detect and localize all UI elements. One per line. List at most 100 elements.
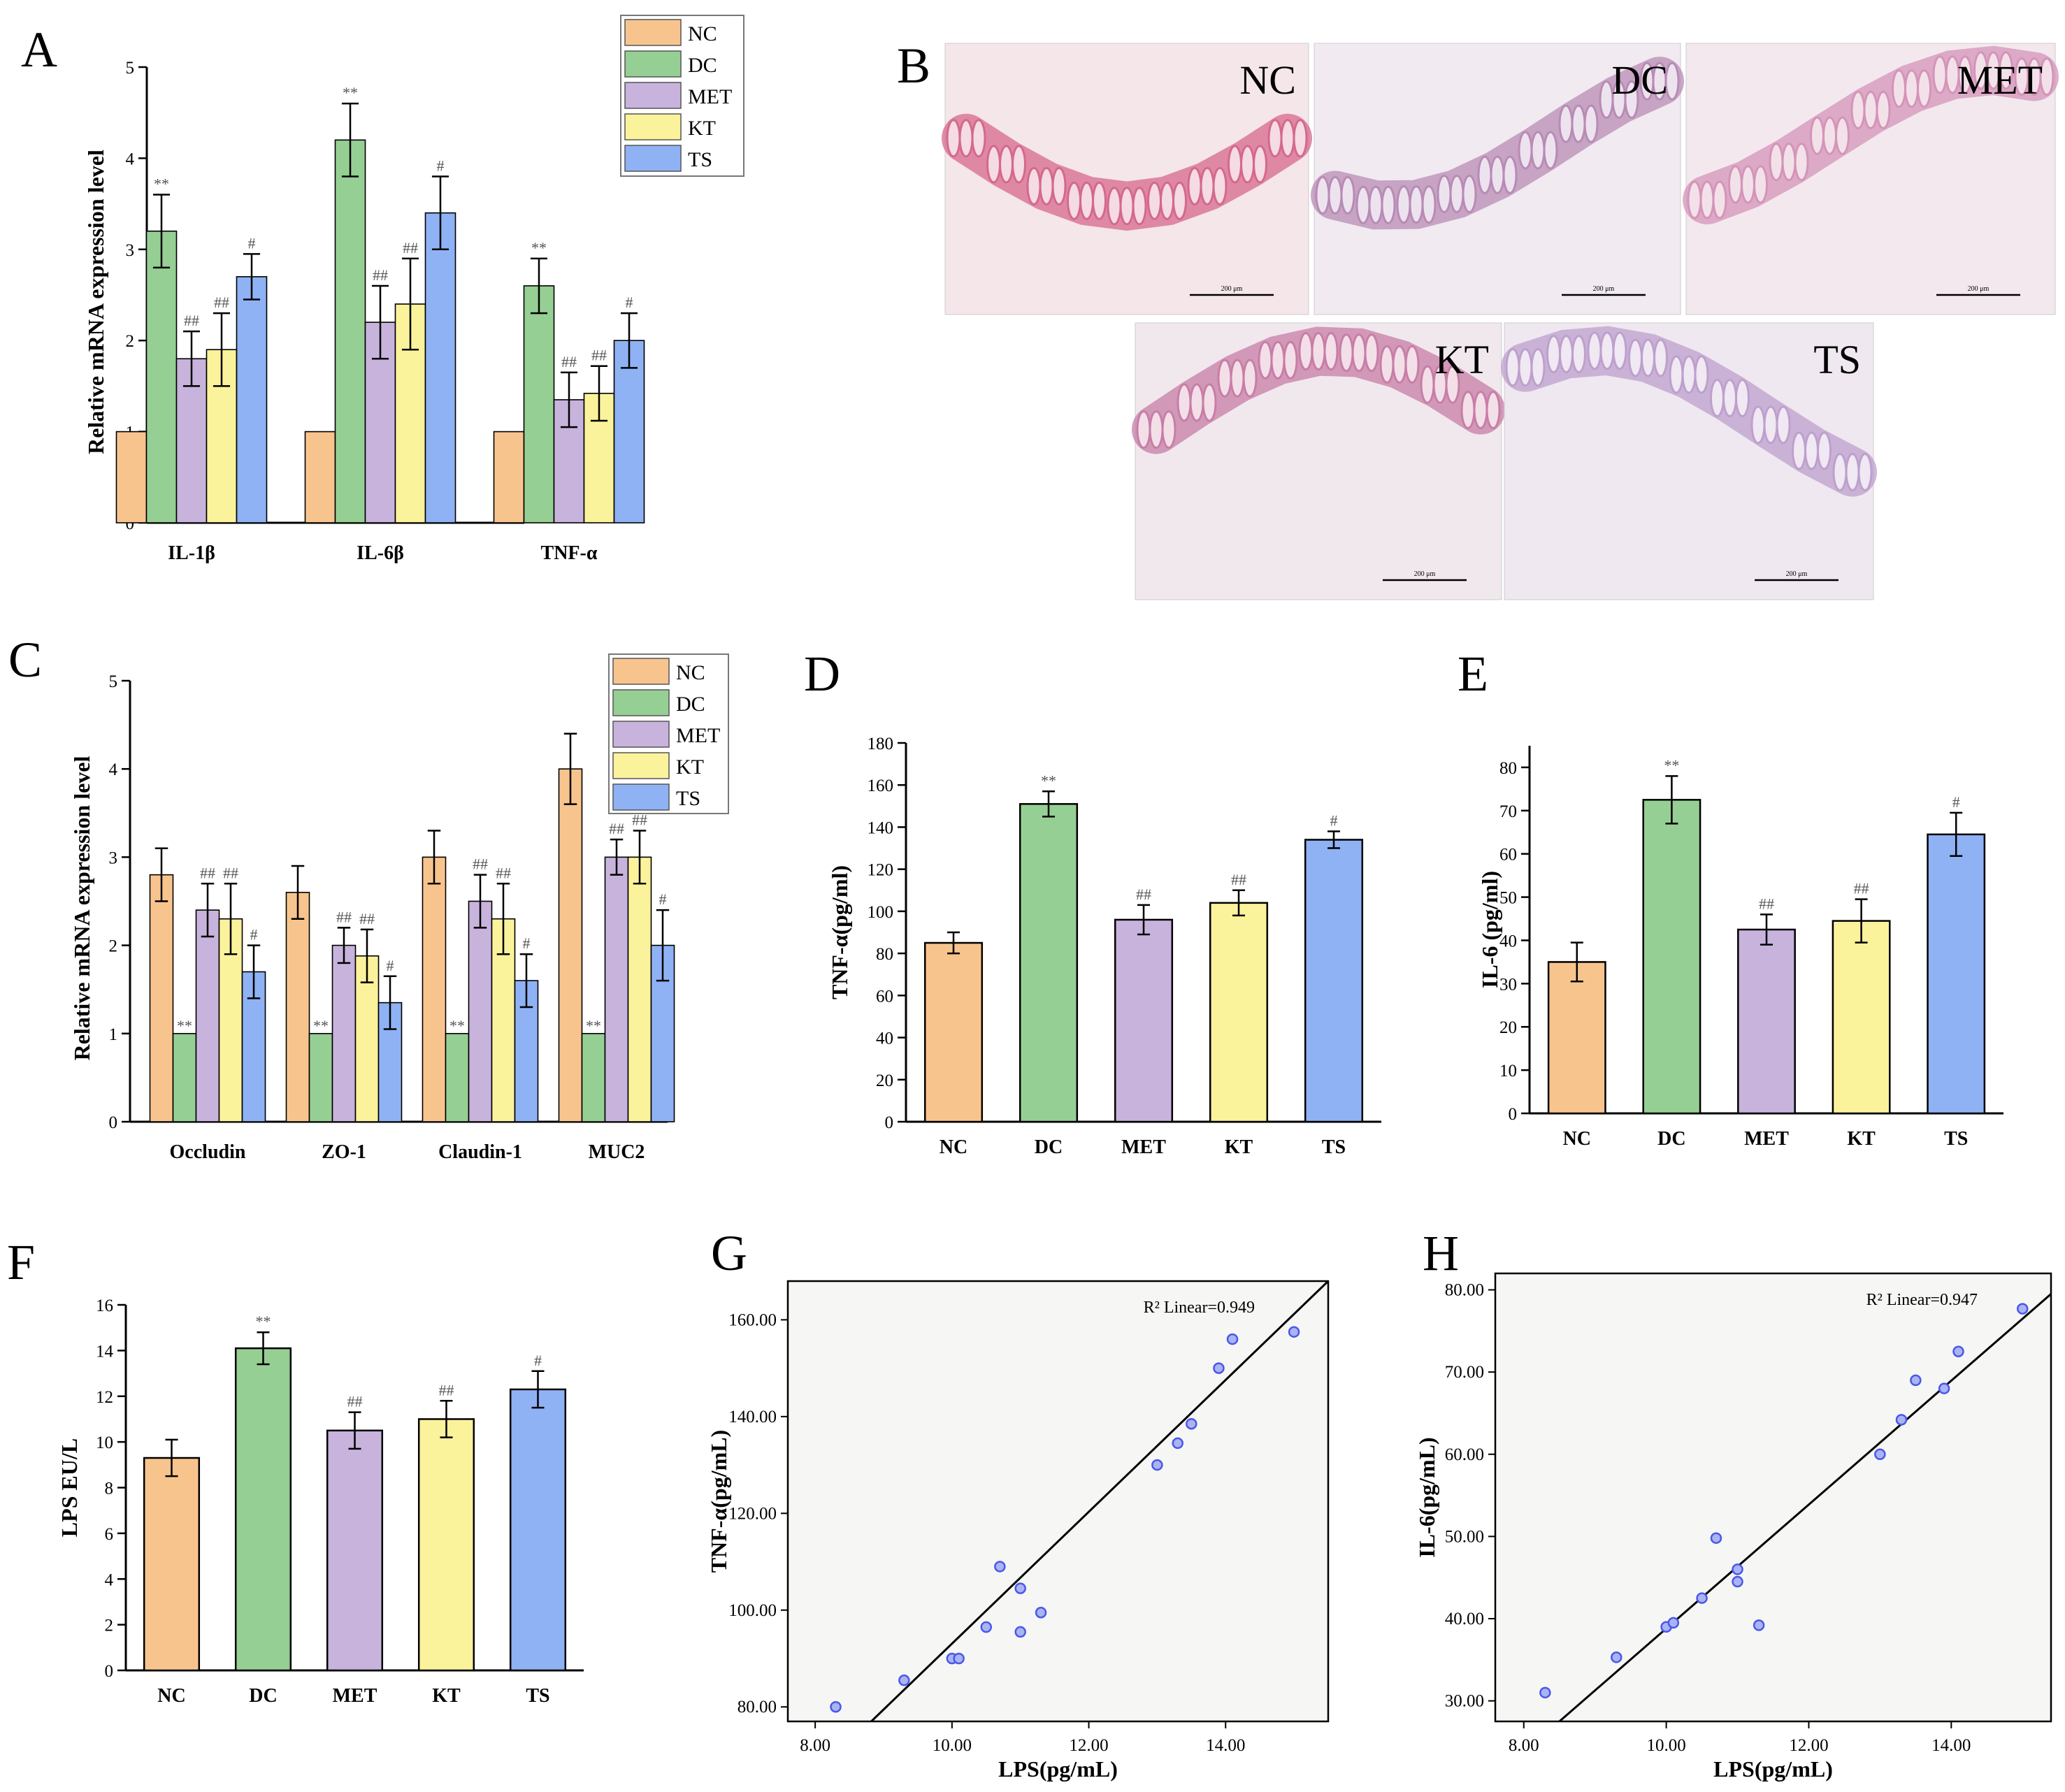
- bar-TS: [613, 340, 645, 523]
- crypt: [1240, 145, 1255, 184]
- legend-label: DC: [676, 693, 705, 716]
- category-label: DC: [1657, 1128, 1685, 1150]
- panel-F-y-tick-label: 16: [96, 1296, 113, 1315]
- crypt: [1012, 145, 1026, 184]
- data-point: [2016, 1303, 2029, 1315]
- significance-mark: **: [586, 1017, 601, 1034]
- crypt: [1420, 365, 1435, 404]
- significance-mark: #: [437, 157, 445, 174]
- y-tick-label: 50.00: [1445, 1527, 1484, 1546]
- crypt: [1328, 175, 1343, 215]
- panel-D: D 0 20 40 60 80 100 120 140 160 180 TNF-α(pg/ml) NC *…: [804, 646, 1381, 1158]
- panel-C-y-tick-label: 0: [109, 1113, 118, 1132]
- x-axis-title: LPS(pg/mL): [1713, 1756, 1833, 1782]
- crypt: [1421, 185, 1437, 224]
- crypt: [1892, 69, 1906, 108]
- crypt: [1298, 332, 1314, 371]
- crypt: [1177, 383, 1192, 422]
- crypt: [1490, 155, 1505, 194]
- crypt: [1160, 181, 1174, 220]
- y-tick-label: 100.00: [728, 1601, 777, 1620]
- significance-mark: **: [531, 239, 547, 256]
- panel-E-y-tick-label: 80: [1499, 759, 1517, 778]
- crypt: [1409, 185, 1424, 224]
- data-point: [994, 1561, 1006, 1573]
- data-point: [1667, 1617, 1680, 1629]
- y-tick-label: 120.00: [728, 1504, 777, 1523]
- bar-NC: [558, 768, 583, 1122]
- crypt: [1932, 55, 1948, 94]
- panel-label: F: [7, 1234, 35, 1290]
- panel-label: A: [21, 22, 57, 78]
- x-axis-title: LPS(pg/mL): [998, 1756, 1118, 1782]
- panel-C-y-tick-label: 2: [109, 937, 118, 956]
- crypt: [1505, 348, 1520, 387]
- bar-KT: [627, 856, 652, 1122]
- y-tick-label: 30.00: [1445, 1692, 1484, 1711]
- crypt: [1571, 104, 1586, 143]
- image-label: DC: [1611, 57, 1668, 103]
- crypt: [1172, 181, 1187, 220]
- scale-bar-label: 200 μm: [1786, 570, 1808, 578]
- significance-mark: ##: [200, 864, 215, 881]
- bar-MET: [1114, 918, 1174, 1123]
- crypt: [1067, 181, 1081, 220]
- significance-mark: #: [248, 234, 256, 252]
- data-point: [1288, 1326, 1300, 1338]
- crypt: [1445, 365, 1460, 404]
- legend-swatch-MET: [612, 721, 670, 748]
- significance-mark: **: [1041, 772, 1056, 789]
- crypt: [1559, 335, 1574, 374]
- x-tick-label: 8.00: [800, 1736, 830, 1755]
- x-tick-label: 12.00: [1789, 1736, 1828, 1755]
- significance-mark: ##: [347, 1393, 363, 1410]
- crypt: [1339, 333, 1354, 373]
- significance-mark: ##: [496, 864, 511, 881]
- panel-label: B: [897, 38, 930, 94]
- data-point: [953, 1652, 965, 1665]
- data-point: [1172, 1437, 1183, 1450]
- significance-mark: ##: [591, 347, 607, 364]
- panel-label: G: [711, 1225, 747, 1281]
- significance-mark: #: [387, 957, 394, 974]
- crypt: [1612, 331, 1627, 370]
- panel-E: E 0 10 20 30 40 50 60 70 80 IL-6 (pg/ml) NC ** DC ## ME…: [1458, 646, 2003, 1150]
- crypt: [1957, 55, 1973, 94]
- panel-F-y-tick-label: 8: [105, 1480, 114, 1498]
- panel-F-y-tick-label: 0: [105, 1662, 114, 1681]
- significance-mark: #: [534, 1352, 542, 1369]
- legend-label: KT: [688, 117, 716, 140]
- panel-D-y-tick-label: 140: [868, 818, 894, 837]
- crypt: [1311, 332, 1326, 371]
- crypt: [1270, 340, 1286, 380]
- crypt: [1187, 166, 1202, 205]
- significance-mark: ##: [632, 811, 647, 829]
- panel-F: F 0 2 4 6 8 10 12 14 16 LPS EU/L NC ** DC ## MET ## KT # TS: [7, 1234, 584, 1707]
- crypt: [1850, 90, 1866, 129]
- bar-NC: [1547, 961, 1606, 1115]
- crypt: [1681, 355, 1697, 394]
- y-tick-label: 80.00: [1445, 1281, 1484, 1300]
- crypt: [1039, 166, 1054, 205]
- bar-NC: [285, 892, 310, 1122]
- crypt: [1753, 165, 1768, 204]
- panel-C-y-tick-label: 5: [109, 672, 118, 691]
- panel-F-y-tick-label: 6: [105, 1525, 114, 1544]
- significance-mark: ##: [336, 908, 352, 925]
- histology-image-DC: 200 μm DC: [1311, 43, 1684, 315]
- image-label: KT: [1435, 337, 1489, 382]
- crypt: [1147, 181, 1162, 220]
- crypt: [1107, 187, 1122, 226]
- panel-C-y-tick-label: 1: [109, 1025, 118, 1044]
- panel-F-y-tick-label: 12: [96, 1388, 113, 1407]
- bar-DC: [1019, 803, 1079, 1123]
- significance-mark: **: [256, 1313, 271, 1330]
- significance-mark: ##: [373, 266, 388, 284]
- y-axis-title: TNF-α(pg/ml): [827, 865, 852, 999]
- bar-MET: [604, 856, 629, 1122]
- category-label: IL-6β: [357, 542, 404, 564]
- crypt: [1822, 116, 1837, 155]
- x-tick-label: 14.00: [1931, 1736, 1971, 1755]
- category-label: KT: [1225, 1136, 1253, 1158]
